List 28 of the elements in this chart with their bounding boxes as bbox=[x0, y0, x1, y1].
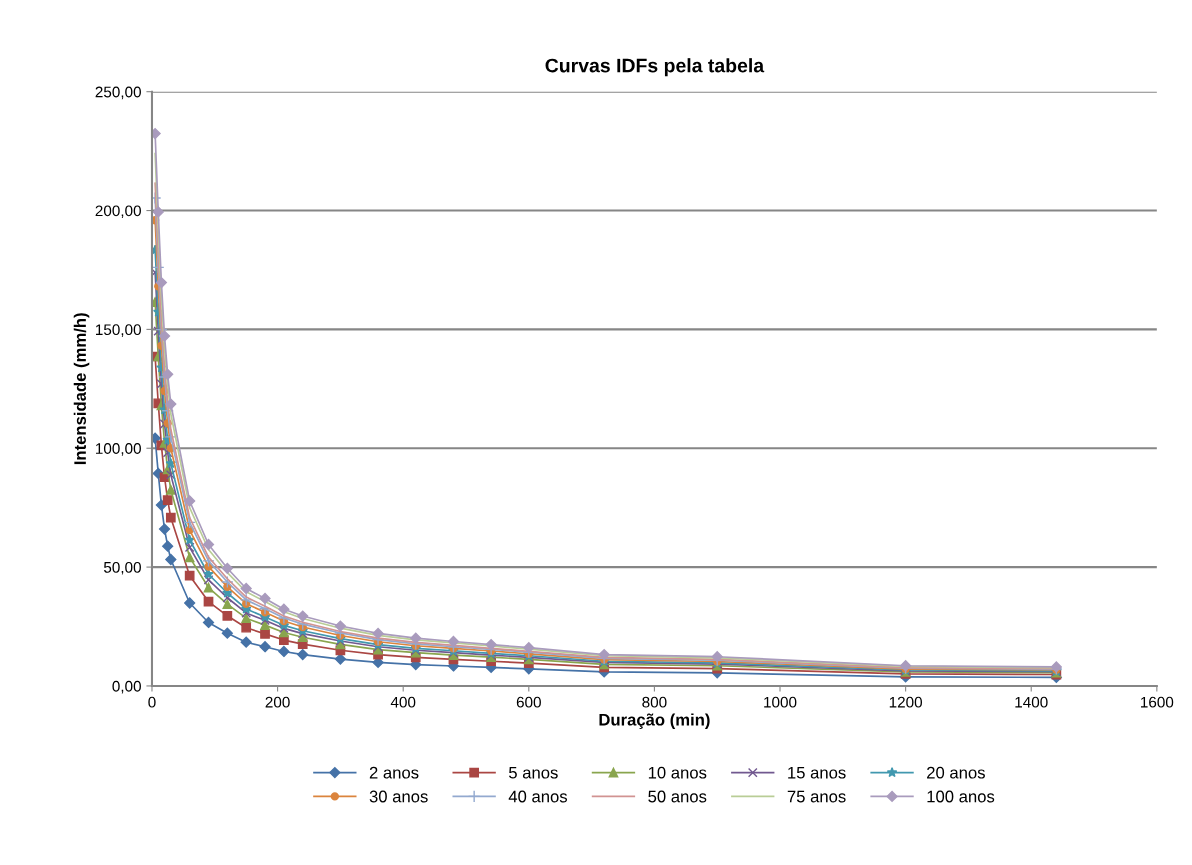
y-tick-label: 200,00 bbox=[95, 205, 141, 219]
x-tick-label: 600 bbox=[516, 696, 541, 708]
legend-label: 2 anos bbox=[369, 766, 419, 779]
legend-label: 15 anos bbox=[788, 766, 846, 779]
x-tick-label: 1600 bbox=[1141, 696, 1174, 708]
x-tick-label: 200 bbox=[265, 696, 290, 708]
x-tick-label: 1000 bbox=[764, 696, 797, 708]
x-tick-label: 1200 bbox=[889, 696, 923, 708]
y-tick-label: 50,00 bbox=[103, 561, 141, 575]
legend-label: 20 anos bbox=[927, 766, 985, 779]
legend-label: 75 anos bbox=[787, 790, 846, 803]
legend-label: 100 anos bbox=[927, 790, 995, 803]
x-axis-title: Duração (min) bbox=[599, 713, 710, 729]
legend-label: 30 anos bbox=[369, 790, 428, 803]
legend-label: 10 anos bbox=[648, 766, 707, 779]
y-tick-label: 250,00 bbox=[95, 86, 141, 100]
y-axis-title: Intensidade (mm/h) bbox=[73, 313, 90, 465]
y-tick-label: 150,00 bbox=[96, 324, 141, 337]
legend-label: 40 anos bbox=[508, 790, 568, 803]
chart-title: Curvas IDFs pela tabela bbox=[545, 58, 765, 77]
x-tick-label: 0 bbox=[148, 696, 156, 708]
legend-label: 5 anos bbox=[508, 766, 558, 779]
x-tick-label: 800 bbox=[642, 696, 667, 708]
legend-label: 50 anos bbox=[648, 790, 707, 803]
x-tick-label: 400 bbox=[390, 696, 416, 708]
y-tick-label: 100,00 bbox=[96, 443, 141, 456]
y-tick-label: 0,00 bbox=[112, 680, 141, 694]
x-tick-label: 1400 bbox=[1015, 696, 1048, 708]
